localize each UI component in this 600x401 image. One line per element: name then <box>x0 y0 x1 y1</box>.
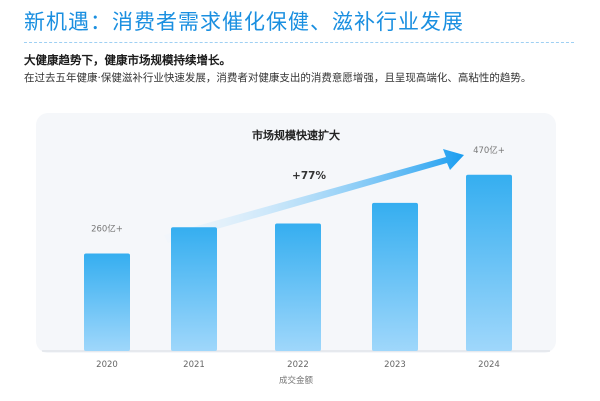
x-tick-2021: 2021 <box>183 360 205 370</box>
chart-title: 市场规模快速扩大 <box>252 128 340 142</box>
page-title: 新机遇：消费者需求催化保健、滋补行业发展 <box>24 10 464 34</box>
bar-2020 <box>84 253 130 351</box>
growth-annotation: +77% <box>292 170 326 182</box>
bar-2023 <box>372 202 418 351</box>
headline-text: 大健康趋势下，健康市场规模持续增长。 <box>24 53 231 67</box>
growth-arrow <box>164 149 464 243</box>
market-size-bar-chart: 市场规模快速扩大 +77% 260亿+ 470亿+ 2020 2021 2022 202… <box>42 128 550 386</box>
description-text: 在过去五年健康·保健滋补行业快速发展，消费者对健康支出的消费意愿增强，且呈现高端… <box>24 72 532 84</box>
x-axis-label: 成交金额 <box>279 375 314 386</box>
x-tick-2024: 2024 <box>478 360 500 370</box>
bar-2021 <box>171 227 217 351</box>
chart-card: 市场规模快速扩大 +77% 260亿+ 470亿+ 2020 2021 2022 202… <box>36 113 556 386</box>
x-tick-2023: 2023 <box>384 360 406 370</box>
data-label-2024: 470亿+ <box>473 145 505 156</box>
x-tick-2022: 2022 <box>287 360 309 370</box>
bar-2022 <box>275 223 321 351</box>
bar-2024 <box>466 174 512 351</box>
data-label-2020: 260亿+ <box>91 224 123 235</box>
x-tick-2020: 2020 <box>96 360 118 370</box>
title-divider <box>24 42 574 43</box>
